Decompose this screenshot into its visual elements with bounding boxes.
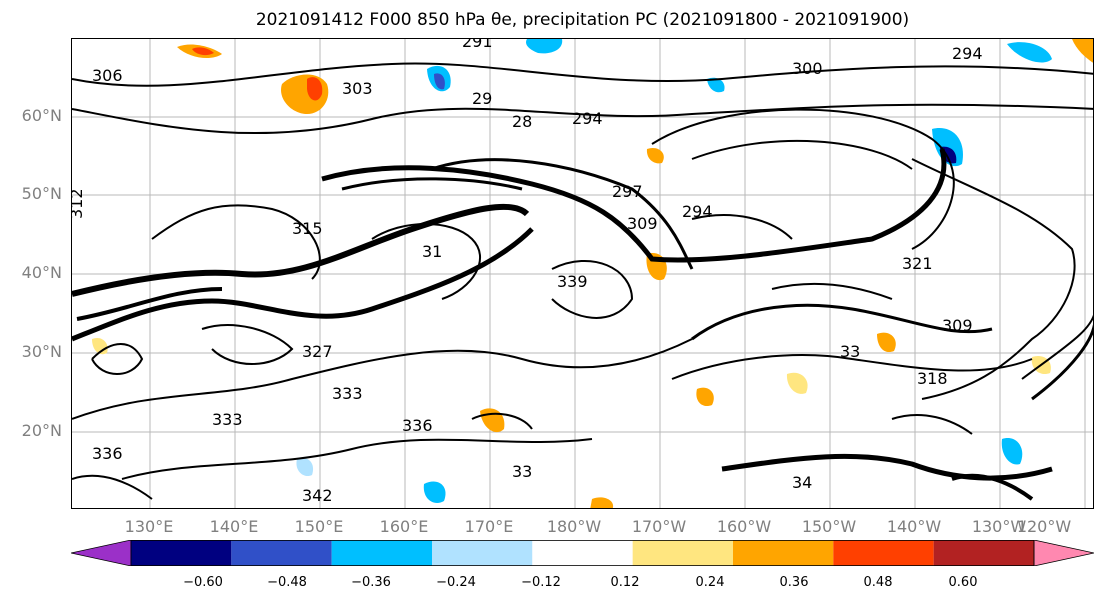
lon-label: 180°W bbox=[546, 517, 602, 536]
contour-label: 291 bbox=[462, 39, 493, 51]
colorbar-tick-label: −0.60 bbox=[183, 575, 223, 590]
contour-label: 336 bbox=[402, 416, 433, 435]
lon-label: 140°E bbox=[209, 517, 259, 536]
colorbar-tick-label: −0.12 bbox=[521, 575, 561, 590]
contour-label: 309 bbox=[942, 316, 973, 335]
colorbar-segment bbox=[331, 540, 432, 566]
contour-label: 294 bbox=[952, 44, 983, 63]
lon-label: 130°E bbox=[124, 517, 174, 536]
map-panel: 306 291 303 300 29 28 294 294 297 294 30… bbox=[71, 38, 1094, 509]
lon-label: 120°W bbox=[1016, 517, 1072, 536]
lon-label: 170°W bbox=[631, 517, 687, 536]
contour-label: 318 bbox=[917, 369, 948, 388]
contour-label: 297 bbox=[612, 182, 643, 201]
lon-label: 160°E bbox=[379, 517, 429, 536]
colorbar-outline bbox=[130, 540, 1035, 566]
contour-label: 28 bbox=[512, 112, 532, 131]
map-canvas: 306 291 303 300 29 28 294 294 297 294 30… bbox=[72, 39, 1093, 508]
colorbar-tick-label: −0.36 bbox=[351, 575, 391, 590]
lon-label: 150°W bbox=[801, 517, 857, 536]
colorbar-segments bbox=[71, 540, 1094, 566]
colorbar-segment bbox=[71, 540, 132, 566]
lat-label: 30°N bbox=[21, 342, 62, 361]
lat-label: 20°N bbox=[21, 421, 62, 440]
lon-label: 130°W bbox=[971, 517, 1027, 536]
contour-label: 33 bbox=[512, 462, 532, 481]
theta-e-contours bbox=[72, 62, 1093, 501]
colorbar-tick-label: 0.60 bbox=[948, 575, 978, 590]
contour-labels: 306 291 303 300 29 28 294 294 297 294 30… bbox=[72, 39, 983, 505]
contour-label: 312 bbox=[72, 188, 86, 219]
colorbar-segment bbox=[432, 540, 533, 566]
colorbar-tick-label: 0.24 bbox=[695, 575, 725, 590]
contour-label: 294 bbox=[682, 202, 713, 221]
contour-label: 333 bbox=[332, 384, 363, 403]
colorbar-segment bbox=[833, 540, 934, 566]
colorbar-segment bbox=[1033, 540, 1094, 566]
colorbar-tick-label: −0.24 bbox=[436, 575, 476, 590]
lon-label: 150°E bbox=[294, 517, 344, 536]
precip-shading bbox=[92, 39, 1093, 508]
lon-label: 160°W bbox=[716, 517, 772, 536]
contour-label: 342 bbox=[302, 486, 333, 505]
colorbar-segment bbox=[532, 540, 633, 566]
contour-label: 300 bbox=[792, 59, 823, 78]
colorbar-segment bbox=[933, 540, 1034, 566]
colorbar-tick-label: 0.36 bbox=[779, 575, 809, 590]
colorbar bbox=[71, 540, 1094, 566]
lon-label: 170°E bbox=[464, 517, 514, 536]
lat-label: 50°N bbox=[21, 184, 62, 203]
lat-label: 60°N bbox=[21, 106, 62, 125]
contour-label: 321 bbox=[902, 254, 933, 273]
contour-label: 34 bbox=[792, 473, 812, 492]
contour-label: 303 bbox=[342, 79, 373, 98]
contour-label: 29 bbox=[472, 89, 492, 108]
colorbar-segment bbox=[131, 540, 232, 566]
colorbar-segment bbox=[632, 540, 733, 566]
colorbar-segment bbox=[733, 540, 834, 566]
lon-label: 140°W bbox=[886, 517, 942, 536]
contour-label: 333 bbox=[212, 410, 243, 429]
colorbar-tick-label: 0.12 bbox=[610, 575, 640, 590]
lat-label: 40°N bbox=[21, 263, 62, 282]
contour-label: 315 bbox=[292, 219, 323, 238]
contour-label: 306 bbox=[92, 66, 123, 85]
contour-label: 31 bbox=[422, 242, 442, 261]
contour-label: 336 bbox=[92, 444, 123, 463]
contour-label: 339 bbox=[557, 272, 588, 291]
chart-title: 2021091412 F000 850 hPa θe, precipitatio… bbox=[255, 10, 910, 30]
contour-label: 33 bbox=[840, 342, 860, 361]
colorbar-segment bbox=[231, 540, 332, 566]
contour-label: 327 bbox=[302, 342, 333, 361]
colorbar-tick-label: 0.48 bbox=[863, 575, 893, 590]
contour-label: 309 bbox=[627, 214, 658, 233]
contour-label: 294 bbox=[572, 109, 603, 128]
colorbar-tick-label: −0.48 bbox=[267, 575, 307, 590]
